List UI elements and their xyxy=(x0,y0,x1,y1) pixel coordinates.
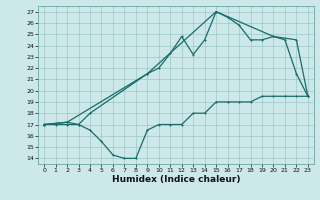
X-axis label: Humidex (Indice chaleur): Humidex (Indice chaleur) xyxy=(112,175,240,184)
